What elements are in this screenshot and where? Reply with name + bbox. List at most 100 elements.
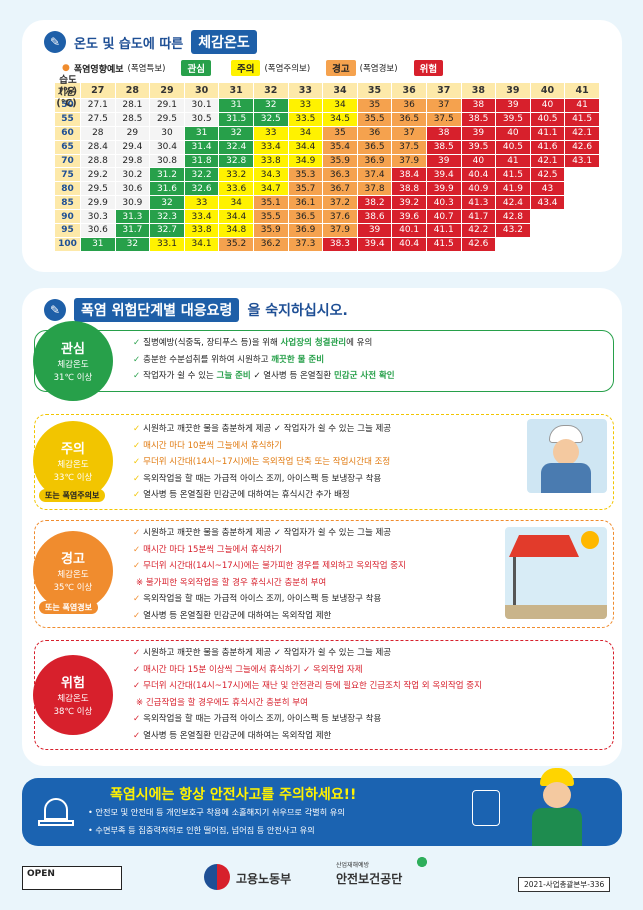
heat-cell: 42.1 <box>564 125 600 141</box>
heat-cell: 31.8 <box>183 153 220 169</box>
temp-header: 36 <box>391 82 427 99</box>
heat-cell: 33.8 <box>183 223 220 238</box>
heat-cell: 30.2 <box>114 167 151 183</box>
heat-cell: 29.1 <box>149 98 185 113</box>
heat-cell: 30.5 <box>183 111 220 127</box>
heat-cell: 37.9 <box>322 223 358 238</box>
heat-cell: 32 <box>114 236 151 252</box>
level-caution-items: ✓ 시원하고 깨끗한 물을 충분하게 제공 ✓ 작업자가 쉴 수 있는 그늘 제공… <box>133 421 391 504</box>
temp-header: 28 <box>114 82 151 99</box>
heat-cell: 35.4 <box>322 139 358 155</box>
heat-cell <box>564 209 600 225</box>
humidity-header: 65 <box>54 139 81 155</box>
pencil-icon: ✎ <box>44 299 66 321</box>
heat-cell: 36.9 <box>287 223 324 238</box>
heat-cell: 36.2 <box>252 236 289 252</box>
heat-cell: 35.2 <box>218 236 254 252</box>
level-name: 경고 <box>61 551 85 567</box>
heat-cell: 37.5 <box>425 111 462 127</box>
heat-cell: 40 <box>495 125 531 141</box>
list-item: ✓ 열사병 등 온열질환 민감군에 대하여는 옥외작업 제한 <box>133 730 332 741</box>
heat-cell: 37.6 <box>322 209 358 225</box>
ministry-logo-text: 고용노동부 <box>236 872 292 886</box>
heat-cell: 39.6 <box>391 209 427 225</box>
level-line2: 31℃ 이상 <box>53 372 93 383</box>
list-item: ✓ 충분한 수분섭취를 위하여 시원하고 깨끗한 물 준비 <box>133 354 325 365</box>
heat-cell <box>495 236 531 252</box>
heat-index-table: 기온(℃) 습도(%) 27 28 29 30 31 32 33 34 35 36 37 38 39 40 41… <box>54 75 600 252</box>
heat-cell: 38.4 <box>391 167 427 183</box>
heat-cell: 40.5 <box>495 139 531 155</box>
heat-cell: 35.5 <box>356 111 393 127</box>
ministry-emblem-icon <box>204 864 230 890</box>
heat-cell: 40 <box>529 98 566 113</box>
safety-banner: 폭염시에는 항상 안전사고를 주의하세요!! • 안전모 및 안전대 등 개인보… <box>22 768 622 846</box>
list-item: ✓ 매시간 마다 10분씩 그늘에서 휴식하기 <box>133 440 283 451</box>
legend-heading: 폭염영향예보 <box>73 64 124 75</box>
heat-cell: 33 <box>287 98 324 113</box>
heat-cell: 34.1 <box>183 236 220 252</box>
heat-cell: 41.5 <box>495 167 531 183</box>
heat-cell <box>564 223 600 238</box>
title-prefix: 온도 및 습도에 따른 <box>74 36 184 52</box>
heat-cell: 32.5 <box>252 111 289 127</box>
level-line1: 체감온도 <box>57 359 89 370</box>
humidity-header: 50 <box>54 98 81 113</box>
table-row: 55 27.5 28.5 29.5 30.5 31.5 32.5 33.5 34.5 35.5 36… <box>54 111 600 127</box>
heat-cell: 35.3 <box>287 167 324 183</box>
heat-cell: 42.8 <box>495 209 531 225</box>
level-caution: 주의 체감온도 33℃ 이상 또는 폭염주의보 ✓ 시원하고 깨끗한 물을 충분하… <box>33 414 614 510</box>
heat-cell: 39.2 <box>391 195 427 211</box>
level-line1: 체감온도 <box>57 569 89 580</box>
heat-cell <box>564 167 600 183</box>
table-row: 85 29.9 30.9 32 33 34 35.1 36.1 37.2 38.2 39.2 40.3… <box>54 195 600 211</box>
legend-green: 관심 <box>181 60 211 76</box>
heat-index-card: ✎ 온도 및 습도에 따른 체감온도 ● 폭염영향예보 (폭염특보) 관심 주의… <box>22 20 622 272</box>
banner-line1: • 안전모 및 안전대 등 개인보호구 착용에 소홀해지기 쉬우므로 각별히 유… <box>88 807 345 817</box>
temp-header: 41 <box>564 82 600 99</box>
table-row: 75 29.2 30.2 31.2 32.2 33.2 34.3 35.3 36.3 37.4 38… <box>54 167 600 183</box>
heat-cell: 38.3 <box>322 236 358 252</box>
temp-header: 29 <box>149 82 185 99</box>
slip-warning-icon <box>472 790 500 826</box>
heat-cell: 40 <box>460 153 497 169</box>
humidity-header: 100 <box>54 236 81 252</box>
list-item: ✓ 옥외작업을 할 때는 가급적 아이스 조끼, 아이스팩 등 보냉장구 착용 <box>133 473 382 484</box>
humidity-header: 85 <box>54 195 81 211</box>
heat-cell: 38.8 <box>391 181 427 197</box>
heat-cell: 29.9 <box>80 195 116 211</box>
heat-cell: 41.3 <box>460 195 497 211</box>
heat-cell: 36.5 <box>287 209 324 225</box>
heat-cell: 36 <box>391 98 427 113</box>
worker-drinking-illustration <box>527 419 607 493</box>
heat-cell: 30 <box>149 125 185 141</box>
table-row: 65 28.4 29.4 30.4 31.4 32.4 33.4 34.4 35.4 36.5 37… <box>54 139 600 155</box>
level-interest-badge: 관심 체감온도 31℃ 이상 <box>33 321 113 401</box>
temp-header: 27 <box>80 82 116 99</box>
siren-icon <box>36 792 76 832</box>
heat-cell: 30.9 <box>114 195 151 211</box>
list-item: ✓ 작업자가 쉴 수 있는 그늘 준비 ✓ 열사병 등 온열질환 민감군 사전 확… <box>133 371 395 381</box>
legend: ● 폭염영향예보 (폭염특보) 관심 주의 (폭염주의보) 경고 (폭염경보) … <box>62 60 444 76</box>
table-row: 100 31 32 33.1 34.1 35.2 36.2 37.3 38.3 39.4 40.4 4… <box>54 236 600 252</box>
level-name: 주의 <box>61 441 85 457</box>
heat-cell: 33.6 <box>218 181 254 197</box>
level-name: 관심 <box>61 341 85 357</box>
heat-cell: 34.7 <box>252 181 289 197</box>
heat-cell: 43 <box>529 181 566 197</box>
heat-cell: 33 <box>252 125 289 141</box>
heat-cell: 37.5 <box>391 139 427 155</box>
list-item: ✓ 매시간 마다 15분 이상씩 그늘에서 휴식하기 ✓ 옥외작업 자제 <box>133 664 363 675</box>
heat-cell: 30.6 <box>114 181 151 197</box>
heat-cell: 42.6 <box>460 236 497 252</box>
temp-header: 32 <box>252 82 289 99</box>
temp-header: 38 <box>460 82 497 99</box>
heat-cell: 35.5 <box>252 209 289 225</box>
response-card: ✎ 폭염 위험단계별 대응요령 을 숙지하십시오. 관심 체감온도 31℃ 이상… <box>22 288 622 766</box>
list-item: ✓ 옥외작업을 할 때는 가급적 아이스 조끼, 아이스팩 등 보냉장구 착용 <box>133 594 382 604</box>
heat-cell: 38 <box>425 125 462 141</box>
list-item: ✓ 무더위 시간대(14시~17시)에는 옥외작업 단축 또는 작업시간대 조정 <box>133 457 391 467</box>
heat-cell: 36.7 <box>322 181 358 197</box>
heat-cell: 41 <box>495 153 531 169</box>
humidity-header: 55 <box>54 111 81 127</box>
